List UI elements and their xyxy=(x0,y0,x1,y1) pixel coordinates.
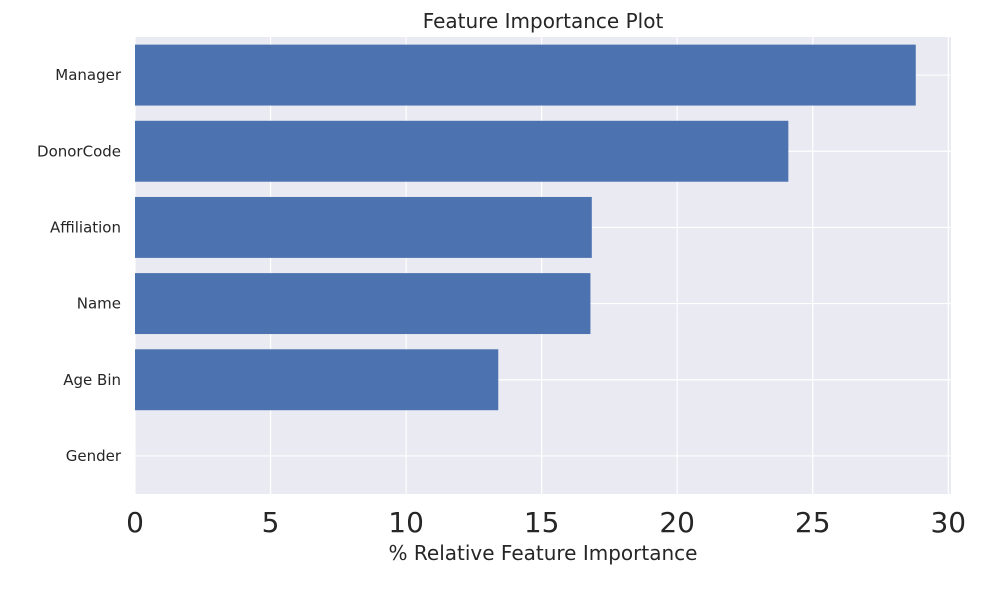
x-tick-label: 15 xyxy=(524,506,560,539)
y-tick-label: Manager xyxy=(55,66,122,84)
x-tick-label: 0 xyxy=(126,506,144,539)
bar-donorcode xyxy=(135,120,789,182)
x-tick-label: 30 xyxy=(930,506,966,539)
y-tick-labels: Manager DonorCode Affiliation Name Age Bin Ge… xyxy=(37,66,122,465)
y-tick-label: Affiliation xyxy=(50,218,121,236)
x-tick-label: 25 xyxy=(795,506,831,539)
x-tick-label: 5 xyxy=(262,506,280,539)
bar-name xyxy=(135,273,591,335)
x-tick-label: 20 xyxy=(659,506,695,539)
bar-affiliation xyxy=(135,196,592,258)
y-tick-label: Name xyxy=(77,295,121,313)
x-tick-label: 10 xyxy=(388,506,424,539)
bars xyxy=(135,44,916,411)
y-tick-label: Gender xyxy=(66,447,122,465)
x-tick-labels: 0 5 10 15 20 25 30 xyxy=(126,506,966,539)
x-axis-label: % Relative Feature Importance xyxy=(389,541,698,565)
bar-manager xyxy=(135,44,916,106)
chart-title: Feature Importance Plot xyxy=(423,9,664,33)
bar-age-bin xyxy=(135,349,499,411)
y-tick-label: DonorCode xyxy=(37,142,121,160)
y-tick-label: Age Bin xyxy=(63,371,121,389)
